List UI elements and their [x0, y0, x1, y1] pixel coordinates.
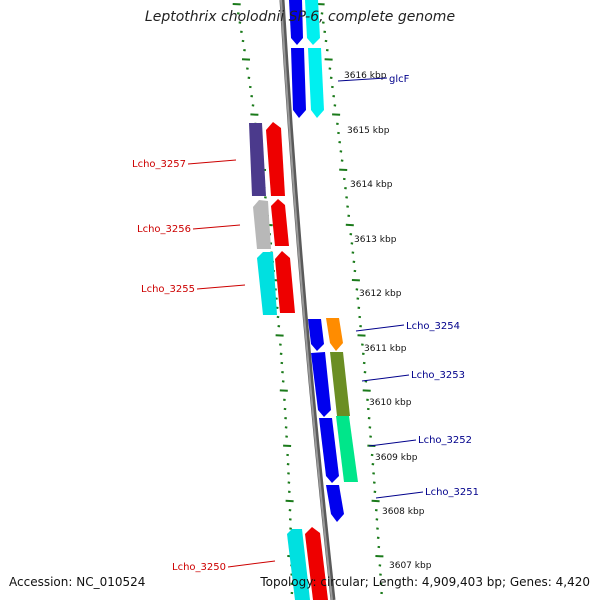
map-title: Leptothrix cholodnii SP-6, complete geno… [144, 9, 456, 25]
gene-arrow-lcho-3254[interactable] [326, 318, 343, 351]
leader-lcho-3255 [196, 284, 246, 290]
gene-arrow-lcho-3250[interactable] [287, 529, 310, 600]
gene-labels: glcF Lcho_3257 Lcho_3256 Lcho_3255 Lcho_… [132, 74, 479, 573]
gene-label-lcho-3254[interactable]: Lcho_3254 [406, 321, 460, 332]
leader-lcho-3252 [368, 439, 417, 447]
gene-arrow-top-blue[interactable] [289, 0, 303, 45]
gene-label-lcho-3250[interactable]: Lcho_3250 [172, 562, 226, 573]
gene-label-lcho-3252[interactable]: Lcho_3252 [418, 435, 472, 446]
backbone-highlight [280, 0, 333, 600]
gene-label-lcho-3256[interactable]: Lcho_3256 [137, 224, 191, 235]
ruler-labels: 3616 kbp 3615 kbp 3614 kbp 3613 kbp 3612… [344, 71, 432, 571]
gene-arrow-lcho-3251[interactable] [326, 485, 344, 522]
accession-text: Accession: NC_010524 [9, 575, 146, 589]
ruler-label: 3615 kbp [347, 126, 390, 136]
gene-arrow-lcho-3254-blue[interactable] [308, 319, 324, 351]
gene-arrow-lcho-3257-red[interactable] [266, 122, 285, 196]
gene-arrow-lcho-3255[interactable] [257, 252, 277, 315]
gene-arrow-lcho-3252[interactable] [336, 416, 358, 482]
ruler-label: 3608 kbp [382, 507, 425, 517]
gene-features [249, 0, 358, 600]
gene-arrow-lcho-3250-red[interactable] [305, 527, 328, 600]
gene-arrow-lcho-3253-blue[interactable] [311, 352, 331, 417]
leader-lcho-3250 [227, 560, 276, 568]
gene-arrow-lcho-3257[interactable] [249, 123, 266, 196]
gene-label-glcF[interactable]: glcF [389, 74, 410, 85]
leader-lcho-3257 [187, 159, 237, 165]
leader-lcho-3251 [375, 491, 424, 499]
gene-label-lcho-3257[interactable]: Lcho_3257 [132, 159, 186, 170]
ruler-label: 3609 kbp [375, 453, 418, 463]
backbone [279, 0, 336, 600]
leader-lcho-3254 [355, 324, 405, 332]
ruler-label: 3607 kbp [389, 561, 432, 571]
gene-arrow-lcho-3255-red[interactable] [275, 251, 295, 313]
gene-arrow-glcF-blue[interactable] [291, 48, 306, 118]
ruler-label: 3616 kbp [344, 71, 387, 81]
leader-glcF [337, 77, 388, 82]
gene-label-lcho-3255[interactable]: Lcho_3255 [141, 284, 195, 295]
leader-lines [187, 77, 424, 568]
ruler-label: 3614 kbp [350, 180, 393, 190]
ruler-label: 3613 kbp [354, 235, 397, 245]
leader-lcho-3256 [192, 224, 241, 230]
ruler-label: 3612 kbp [359, 289, 402, 299]
ruler-label: 3610 kbp [369, 398, 412, 408]
gene-arrow-lcho-3252-blue[interactable] [319, 418, 339, 483]
genome-summary-text: Topology: circular; Length: 4,909,403 bp… [260, 575, 590, 589]
gene-arrow-lcho-3256[interactable] [253, 200, 271, 249]
outer-tick-ring [316, 3, 384, 595]
gene-arrow-top-cyan[interactable] [305, 0, 320, 45]
gene-label-lcho-3251[interactable]: Lcho_3251 [425, 487, 479, 498]
gene-arrow-lcho-3253[interactable] [330, 352, 350, 416]
gene-label-lcho-3253[interactable]: Lcho_3253 [411, 370, 465, 381]
gene-arrow-glcF-cyan[interactable] [308, 48, 324, 118]
leader-lcho-3253 [361, 374, 410, 382]
gene-arrow-lcho-3256-red[interactable] [271, 199, 289, 246]
ruler-label: 3611 kbp [364, 344, 407, 354]
